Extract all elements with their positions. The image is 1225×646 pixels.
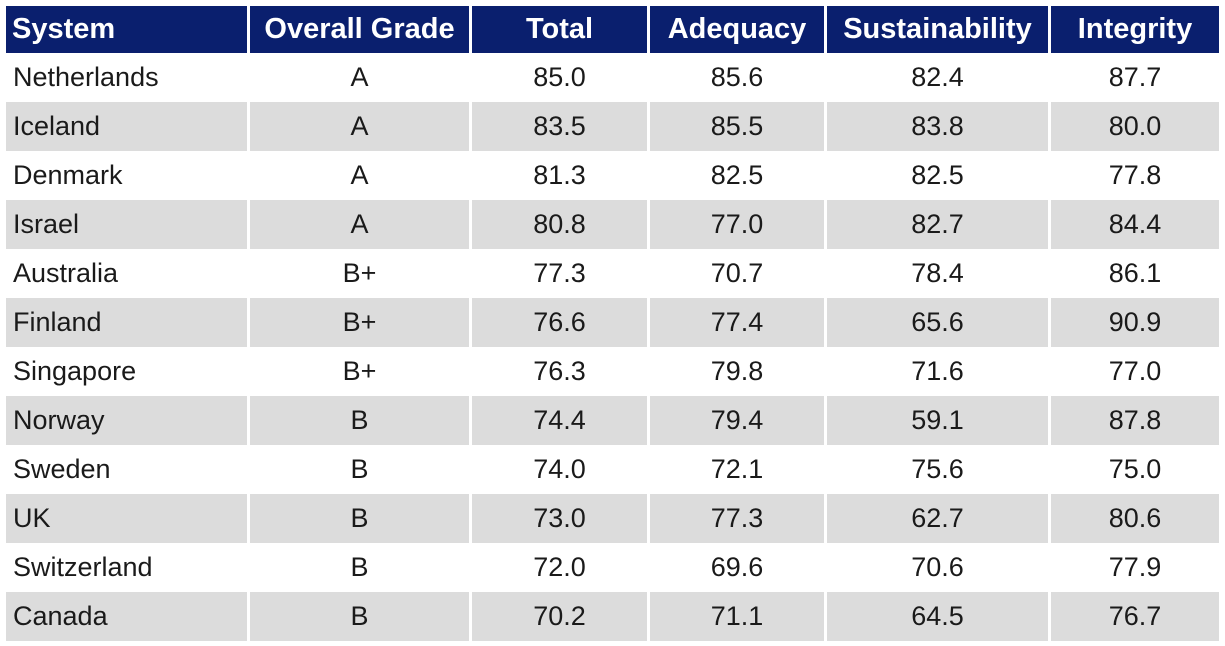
table-row: Netherlands A 85.0 85.6 82.4 87.7: [6, 53, 1219, 102]
cell-integrity: 90.9: [1051, 298, 1219, 347]
header-total: Total: [472, 6, 650, 53]
table-row: Israel A 80.8 77.0 82.7 84.4: [6, 200, 1219, 249]
cell-system: Canada: [6, 592, 250, 641]
table-row: Australia B+ 77.3 70.7 78.4 86.1: [6, 249, 1219, 298]
cell-total: 76.3: [472, 347, 650, 396]
cell-adequacy: 79.4: [650, 396, 827, 445]
table-header-row: System Overall Grade Total Adequacy Sust…: [6, 6, 1219, 53]
pension-index-table: System Overall Grade Total Adequacy Sust…: [6, 6, 1219, 641]
cell-sustainability: 59.1: [827, 396, 1051, 445]
table-row: Switzerland B 72.0 69.6 70.6 77.9: [6, 543, 1219, 592]
table-row: UK B 73.0 77.3 62.7 80.6: [6, 494, 1219, 543]
cell-total: 85.0: [472, 53, 650, 102]
cell-total: 81.3: [472, 151, 650, 200]
cell-integrity: 76.7: [1051, 592, 1219, 641]
cell-adequacy: 77.0: [650, 200, 827, 249]
cell-total: 70.2: [472, 592, 650, 641]
cell-system: Israel: [6, 200, 250, 249]
cell-overall-grade: B: [250, 543, 472, 592]
cell-overall-grade: A: [250, 200, 472, 249]
cell-sustainability: 75.6: [827, 445, 1051, 494]
cell-system: Iceland: [6, 102, 250, 151]
cell-system: UK: [6, 494, 250, 543]
cell-sustainability: 82.4: [827, 53, 1051, 102]
cell-sustainability: 65.6: [827, 298, 1051, 347]
cell-system: Netherlands: [6, 53, 250, 102]
cell-sustainability: 62.7: [827, 494, 1051, 543]
cell-overall-grade: A: [250, 53, 472, 102]
cell-adequacy: 72.1: [650, 445, 827, 494]
cell-integrity: 77.8: [1108, 160, 1162, 190]
header-overall-grade: Overall Grade: [250, 6, 472, 53]
cell-sustainability: 70.6: [827, 543, 1051, 592]
cell-system: Norway: [6, 396, 250, 445]
cell-system: Singapore: [6, 347, 250, 396]
cell-adequacy: 82.5: [650, 151, 827, 200]
cell-integrity: 77.0: [1108, 356, 1162, 386]
table-row: Norway B 74.4 79.4 59.1 87.8: [6, 396, 1219, 445]
cell-total: 74.4: [472, 396, 650, 445]
cell-adequacy: 85.5: [650, 102, 827, 151]
cell-overall-grade: B+: [250, 347, 472, 396]
cell-overall-grade: A: [250, 102, 472, 151]
cell-adequacy: 71.1: [650, 592, 827, 641]
cell-total: 77.3: [472, 249, 650, 298]
cell-sustainability: 82.7: [827, 200, 1051, 249]
header-sustainability: Sustainability: [827, 6, 1051, 53]
cell-integrity: 84.4: [1051, 200, 1219, 249]
cell-adequacy: 70.7: [650, 249, 827, 298]
cell-system: Australia: [6, 249, 250, 298]
header-adequacy: Adequacy: [650, 6, 827, 53]
table-row: Canada B 70.2 71.1 64.5 76.7: [6, 592, 1219, 641]
cell-sustainability: 82.5: [827, 151, 1051, 200]
cell-adequacy: 77.4: [650, 298, 827, 347]
cell-total: 80.8: [472, 200, 650, 249]
header-system: System: [6, 6, 250, 53]
cell-sustainability: 83.8: [827, 102, 1051, 151]
table-row: Sweden B 74.0 72.1 75.6 75.0: [6, 445, 1219, 494]
cell-system: Finland: [6, 298, 250, 347]
table-row: Singapore B+ 76.3 79.8 71.6 77.0: [6, 347, 1219, 396]
cell-adequacy: 69.6: [650, 543, 827, 592]
cell-total: 74.0: [472, 445, 650, 494]
table-row: Iceland A 83.5 85.5 83.8 80.0: [6, 102, 1219, 151]
cell-system: Switzerland: [6, 543, 250, 592]
cell-integrity: 80.0: [1051, 102, 1219, 151]
cell-integrity: 75.0: [1108, 454, 1162, 484]
cell-system: Denmark: [6, 151, 250, 200]
cell-overall-grade: B: [250, 445, 472, 494]
cell-integrity: 86.1: [1108, 258, 1162, 288]
cell-adequacy: 79.8: [650, 347, 827, 396]
table-body: Netherlands A 85.0 85.6 82.4 87.7 Iceland A 83.5…: [6, 53, 1219, 641]
header-integrity: Integrity: [1051, 6, 1219, 53]
cell-overall-grade: B: [250, 592, 472, 641]
cell-sustainability: 64.5: [827, 592, 1051, 641]
cell-overall-grade: B: [250, 396, 472, 445]
table-row: Finland B+ 76.6 77.4 65.6 90.9: [6, 298, 1219, 347]
cell-sustainability: 71.6: [827, 347, 1051, 396]
cell-total: 76.6: [472, 298, 650, 347]
table-row: Denmark A 81.3 82.5 82.5 77.8: [6, 151, 1219, 200]
cell-integrity: 87.8: [1051, 396, 1219, 445]
cell-system: Sweden: [6, 445, 250, 494]
cell-overall-grade: B+: [250, 298, 472, 347]
cell-total: 72.0: [472, 543, 650, 592]
cell-overall-grade: B: [250, 494, 472, 543]
cell-overall-grade: A: [250, 151, 472, 200]
cell-integrity: 80.6: [1051, 494, 1219, 543]
cell-adequacy: 77.3: [650, 494, 827, 543]
cell-sustainability: 78.4: [827, 249, 1051, 298]
cell-integrity: 87.7: [1108, 62, 1162, 92]
cell-total: 73.0: [472, 494, 650, 543]
cell-integrity: 77.9: [1108, 552, 1162, 582]
cell-total: 83.5: [472, 102, 650, 151]
cell-adequacy: 85.6: [650, 53, 827, 102]
cell-overall-grade: B+: [250, 249, 472, 298]
